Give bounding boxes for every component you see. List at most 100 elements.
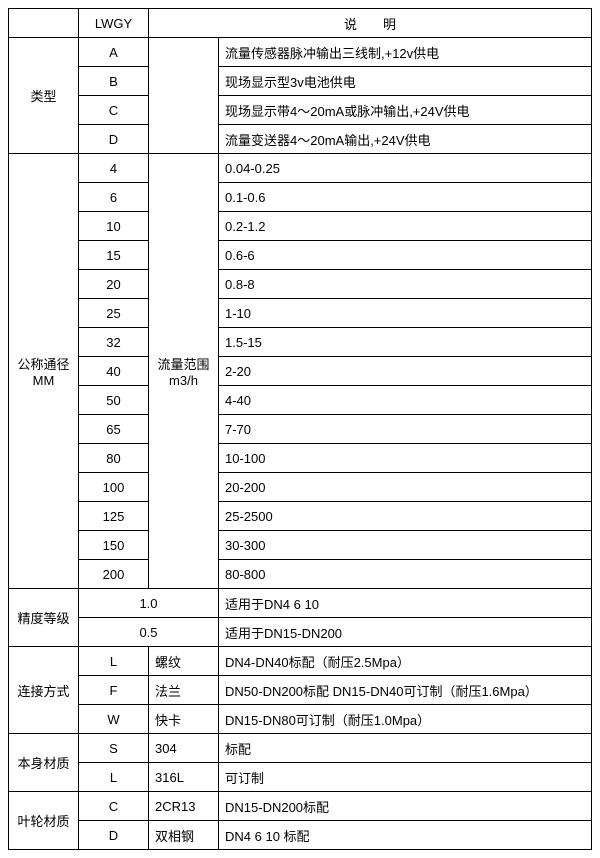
diameter-desc: 0.04-0.25 bbox=[219, 154, 592, 183]
connection-col3: 法兰 bbox=[149, 676, 219, 705]
body-material-row: 本身材质S304标配 bbox=[9, 734, 592, 763]
impeller-material-col3: 2CR13 bbox=[149, 792, 219, 821]
diameter-row: 32 1.5-15 bbox=[9, 328, 592, 357]
diameter-row: 40 2-20 bbox=[9, 357, 592, 386]
connection-desc: DN15-DN80可订制（耐压1.0Mpa） bbox=[219, 705, 592, 734]
diameter-code: 32 bbox=[79, 328, 149, 357]
connection-code: L bbox=[79, 647, 149, 676]
diameter-row: 25 1-10 bbox=[9, 299, 592, 328]
diameter-row: 65 7-70 bbox=[9, 415, 592, 444]
type-row: B 现场显示型3v电池供电 bbox=[9, 67, 592, 96]
accuracy-row: 精度等级1.0适用于DN4 6 10 bbox=[9, 589, 592, 618]
header-row: LWGY说 明 bbox=[9, 9, 592, 38]
connection-label: 连接方式 bbox=[9, 647, 79, 734]
header-lwgy: LWGY bbox=[79, 9, 149, 38]
connection-row: 连接方式L螺纹DN4-DN40标配（耐压2.5Mpa） bbox=[9, 647, 592, 676]
connection-col3: 快卡 bbox=[149, 705, 219, 734]
diameter-desc: 2-20 bbox=[219, 357, 592, 386]
diameter-desc: 7-70 bbox=[219, 415, 592, 444]
diameter-code: 20 bbox=[79, 270, 149, 299]
impeller-material-code: C bbox=[79, 792, 149, 821]
blank bbox=[9, 9, 79, 38]
diameter-row: 50 4-40 bbox=[9, 386, 592, 415]
diameter-code: 10 bbox=[79, 212, 149, 241]
diameter-desc: 1-10 bbox=[219, 299, 592, 328]
impeller-material-desc: DN4 6 10 标配 bbox=[219, 821, 592, 850]
type-row: C 现场显示带4～20mA或脉冲输出,+24V供电 bbox=[9, 96, 592, 125]
body-material-desc: 可订制 bbox=[219, 763, 592, 792]
accuracy-label: 精度等级 bbox=[9, 589, 79, 647]
accuracy-row: 0.5适用于DN15-DN200 bbox=[9, 618, 592, 647]
diameter-label: 公称通径MM bbox=[9, 154, 79, 589]
connection-code: F bbox=[79, 676, 149, 705]
diameter-desc: 30-300 bbox=[219, 531, 592, 560]
type-code: A bbox=[79, 38, 149, 67]
diameter-desc: 25-2500 bbox=[219, 502, 592, 531]
impeller-material-code: D bbox=[79, 821, 149, 850]
diameter-desc: 0.6-6 bbox=[219, 241, 592, 270]
connection-row: F法兰DN50-DN200标配 DN15-DN40可订制（耐压1.6Mpa） bbox=[9, 676, 592, 705]
diameter-desc: 0.8-8 bbox=[219, 270, 592, 299]
type-code: D bbox=[79, 125, 149, 154]
connection-desc: DN50-DN200标配 DN15-DN40可订制（耐压1.6Mpa） bbox=[219, 676, 592, 705]
type-label: 类型 bbox=[9, 38, 79, 154]
connection-col3: 螺纹 bbox=[149, 647, 219, 676]
impeller-material-row: 叶轮材质C2CR13DN15-DN200标配 bbox=[9, 792, 592, 821]
diameter-row: 125 25-2500 bbox=[9, 502, 592, 531]
diameter-code: 40 bbox=[79, 357, 149, 386]
body-material-code: L bbox=[79, 763, 149, 792]
diameter-desc: 10-100 bbox=[219, 444, 592, 473]
diameter-code: 200 bbox=[79, 560, 149, 589]
connection-code: W bbox=[79, 705, 149, 734]
diameter-row: 20080-800 bbox=[9, 560, 592, 589]
diameter-code: 25 bbox=[79, 299, 149, 328]
type-desc: 流量传感器脉冲输出三线制,+12v供电 bbox=[219, 38, 592, 67]
diameter-range-label: 流量范围m3/h bbox=[149, 154, 219, 589]
connection-desc: DN4-DN40标配（耐压2.5Mpa） bbox=[219, 647, 592, 676]
type-code: B bbox=[79, 67, 149, 96]
spec-table: LWGY说 明类型A流量传感器脉冲输出三线制,+12v供电B现场显示型3v电池供… bbox=[8, 8, 592, 850]
header-explanation: 说 明 bbox=[149, 9, 592, 38]
diameter-code: 65 bbox=[79, 415, 149, 444]
impeller-material-row: D双相钢DN4 6 10 标配 bbox=[9, 821, 592, 850]
diameter-row: 80 10-100 bbox=[9, 444, 592, 473]
diameter-code: 50 bbox=[79, 386, 149, 415]
diameter-code: 150 bbox=[79, 531, 149, 560]
type-code: C bbox=[79, 96, 149, 125]
diameter-row: 100 20-200 bbox=[9, 473, 592, 502]
diameter-row: 15 0.6-6 bbox=[9, 241, 592, 270]
diameter-desc: 4-40 bbox=[219, 386, 592, 415]
type-row: 类型A流量传感器脉冲输出三线制,+12v供电 bbox=[9, 38, 592, 67]
body-material-col3: 304 bbox=[149, 734, 219, 763]
diameter-row: 150 30-300 bbox=[9, 531, 592, 560]
diameter-desc: 0.1-0.6 bbox=[219, 183, 592, 212]
body-material-desc: 标配 bbox=[219, 734, 592, 763]
diameter-row: 公称通径MM4流量范围m3/h0.04-0.25 bbox=[9, 154, 592, 183]
diameter-code: 80 bbox=[79, 444, 149, 473]
type-desc: 现场显示带4～20mA或脉冲输出,+24V供电 bbox=[219, 96, 592, 125]
impeller-material-col3: 双相钢 bbox=[149, 821, 219, 850]
diameter-row: 20 0.8-8 bbox=[9, 270, 592, 299]
diameter-code: 125 bbox=[79, 502, 149, 531]
body-material-row: L316L可订制 bbox=[9, 763, 592, 792]
type-row: D 流量变送器4～20mA输出,+24V供电 bbox=[9, 125, 592, 154]
type-desc: 现场显示型3v电池供电 bbox=[219, 67, 592, 96]
body-material-code: S bbox=[79, 734, 149, 763]
type-desc: 流量变送器4～20mA输出,+24V供电 bbox=[219, 125, 592, 154]
diameter-desc: 20-200 bbox=[219, 473, 592, 502]
accuracy-value: 1.0 bbox=[79, 589, 219, 618]
accuracy-desc: 适用于DN15-DN200 bbox=[219, 618, 592, 647]
connection-row: W快卡DN15-DN80可订制（耐压1.0Mpa） bbox=[9, 705, 592, 734]
type-col3-blank bbox=[149, 38, 219, 154]
body-material-col3: 316L bbox=[149, 763, 219, 792]
diameter-row: 60.1-0.6 bbox=[9, 183, 592, 212]
diameter-desc: 0.2-1.2 bbox=[219, 212, 592, 241]
impeller-material-label: 叶轮材质 bbox=[9, 792, 79, 850]
body-material-label: 本身材质 bbox=[9, 734, 79, 792]
diameter-code: 4 bbox=[79, 154, 149, 183]
diameter-row: 10 0.2-1.2 bbox=[9, 212, 592, 241]
diameter-desc: 1.5-15 bbox=[219, 328, 592, 357]
diameter-code: 15 bbox=[79, 241, 149, 270]
impeller-material-desc: DN15-DN200标配 bbox=[219, 792, 592, 821]
diameter-code: 100 bbox=[79, 473, 149, 502]
